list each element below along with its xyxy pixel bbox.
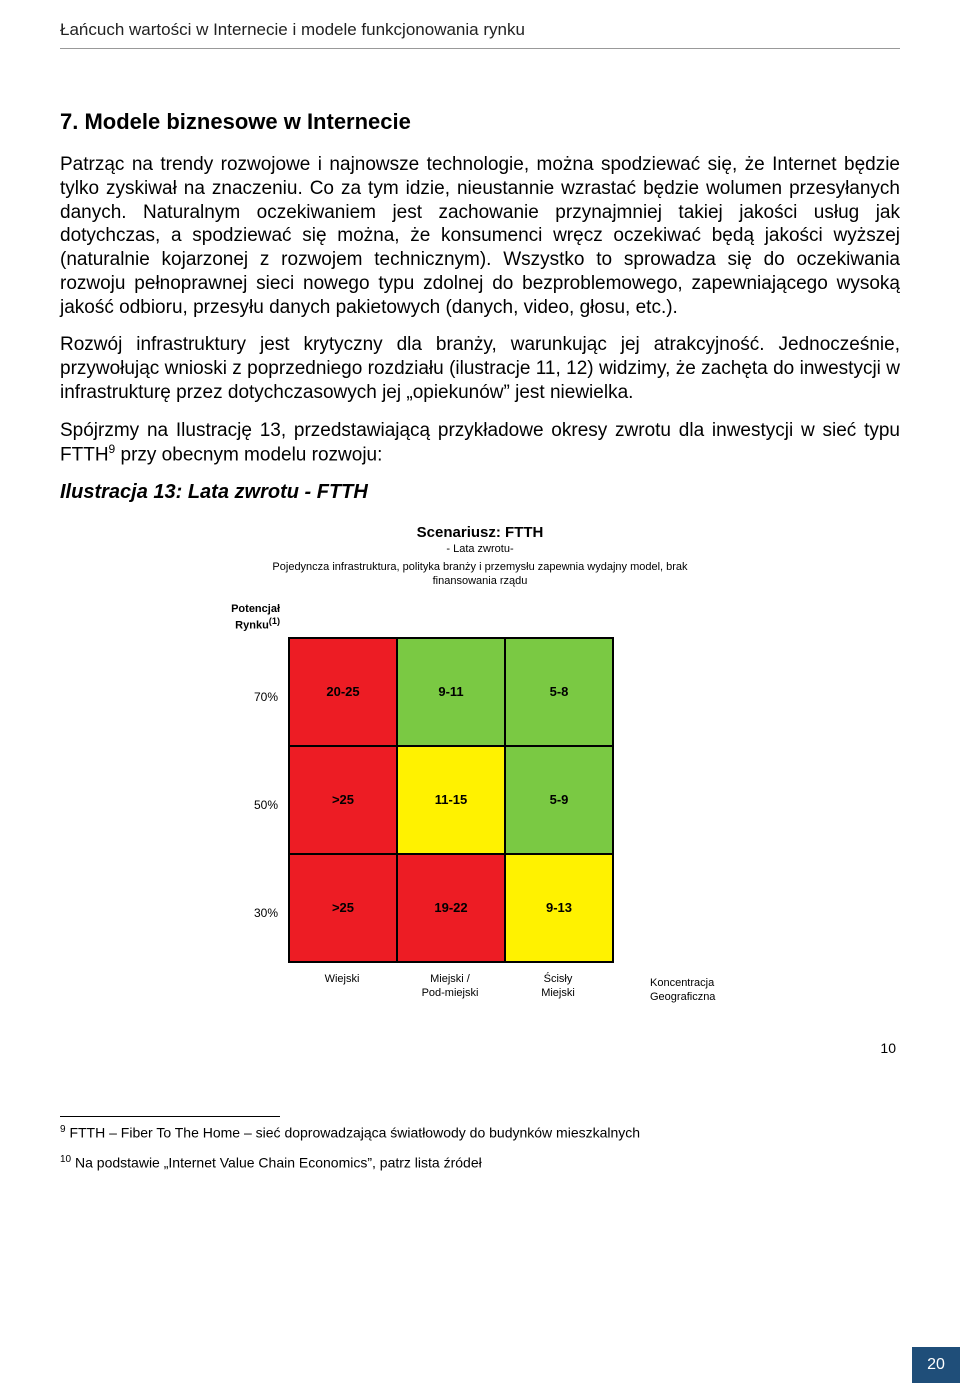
running-header: Łańcuch wartości w Internecie i modele f… (60, 20, 900, 49)
paragraph-3b: przy obecnym modelu rozwoju: (115, 445, 382, 466)
figure-wrapper: Scenariusz: FTTH - Lata zwrotu- Pojedync… (60, 524, 900, 1000)
heatmap-cell-7: 19-22 (397, 854, 505, 962)
x-tick-1-l2: Pod-miejski (422, 987, 479, 999)
heatmap-cell-2: 5-8 (505, 638, 613, 746)
source-note: 10 (60, 1040, 900, 1056)
x-axis-title-l1: Koncentracja (650, 977, 714, 989)
footnote-9: 9 FTTH – Fiber To The Home – sieć doprow… (60, 1123, 900, 1143)
y-tick-0: 70% (220, 643, 288, 751)
x-tick-1: Miejski / Pod-miejski (396, 973, 504, 1001)
heatmap-cell-8: 9-13 (505, 854, 613, 962)
x-tick-1-l1: Miejski / (430, 973, 470, 985)
heatmap-cell-5: 5-9 (505, 746, 613, 854)
figure-inner: Scenariusz: FTTH - Lata zwrotu- Pojedync… (220, 524, 740, 1000)
y-axis-title: Potencjał Rynku(1) (220, 603, 288, 633)
heatmap-grid: 20-259-115-8 >2511-155-9 >2519-229-13 (288, 637, 614, 963)
heatmap-cell-1: 9-11 (397, 638, 505, 746)
figure-caption: Ilustracja 13: Lata zwrotu - FTTH (60, 481, 900, 504)
footnote-10-text: Na podstawie „Internet Value Chain Econo… (71, 1155, 482, 1171)
y-tick-2: 30% (220, 859, 288, 967)
footnote-9-text: FTTH – Fiber To The Home – sieć doprowad… (66, 1125, 641, 1141)
paragraph-1: Patrząc na trendy rozwojowe i najnowsze … (60, 153, 900, 319)
x-tick-2-l2: Miejski (541, 987, 575, 999)
y-axis-title-l2: Rynku (235, 620, 269, 632)
footnote-10: 10 Na podstawie „Internet Value Chain Ec… (60, 1153, 900, 1173)
heatmap-cell-6: >25 (289, 854, 397, 962)
x-tick-0: Wiejski (288, 973, 396, 1001)
heatmap-cell-4: 11-15 (397, 746, 505, 854)
footnote-10-marker: 10 (60, 1154, 71, 1165)
y-axis: Potencjał Rynku(1) 70% 50% 30% (220, 603, 288, 967)
x-axis-title-l2: Geograficzna (650, 991, 715, 1003)
y-axis-title-l1: Potencjał (231, 603, 280, 615)
x-tick-2-l1: Ścisły (544, 973, 573, 985)
section-heading: 7. Modele biznesowe w Internecie (60, 109, 900, 135)
paragraph-2: Rozwój infrastruktury jest krytyczny dla… (60, 333, 900, 404)
heatmap-cell-3: >25 (289, 746, 397, 854)
page-number-badge: 20 (912, 1347, 960, 1383)
chart-title: Scenariusz: FTTH (220, 524, 740, 541)
chart-subtitle: - Lata zwrotu- (220, 543, 740, 555)
y-tick-1: 50% (220, 751, 288, 859)
chart-grid-area: Potencjał Rynku(1) 70% 50% 30% 20-259-11… (220, 603, 740, 967)
x-axis-title: Koncentracja Geograficzna (650, 977, 750, 1005)
paragraph-3: Spójrzmy na Ilustrację 13, przedstawiają… (60, 419, 900, 468)
x-tick-0-l1: Wiejski (325, 973, 360, 985)
y-axis-title-sup: (1) (269, 616, 280, 626)
chart-description: Pojedyncza infrastruktura, polityka bran… (260, 561, 700, 589)
footnote-separator (60, 1116, 280, 1117)
heatmap-cell-0: 20-25 (289, 638, 397, 746)
x-tick-2: Ścisły Miejski (504, 973, 612, 1001)
